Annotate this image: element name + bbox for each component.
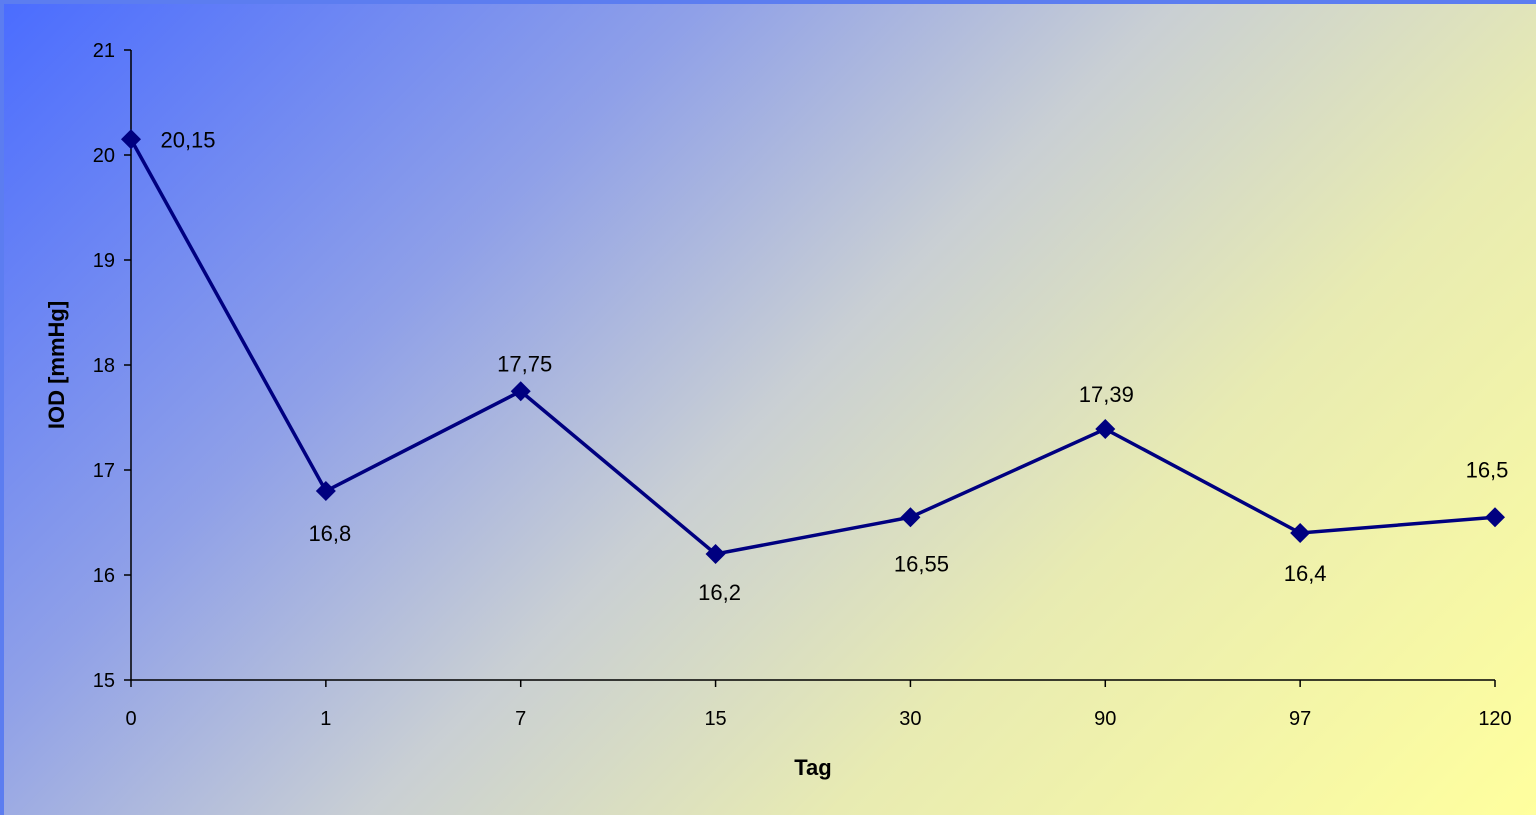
y-ticks: 15 16 17 18 19 20 21 [93,40,131,692]
y-tick-label: 17 [93,460,115,482]
data-label: 17,75 [497,351,552,376]
data-point [1095,419,1116,440]
data-label: 16,2 [698,580,741,605]
data-label: 16,8 [308,521,351,546]
x-tick-label: 15 [704,708,726,730]
data-point [1290,523,1311,543]
data-labels: 20,15 16,8 17,75 16,2 16,55 17,39 16,4 16,5 [160,127,1508,605]
data-point [705,544,726,564]
y-tick-label: 19 [93,250,115,272]
y-tick-label: 15 [93,670,115,692]
data-point [510,381,531,402]
series-markers [121,129,1505,564]
data-label: 16,5 [1466,457,1509,482]
data-label: 16,55 [894,551,949,576]
y-axis-title: IOD [mmHg] [44,301,69,429]
data-point [1485,507,1505,528]
x-ticks: 0 1 7 15 30 90 97 120 [125,680,1512,730]
x-tick-label: 97 [1289,708,1311,730]
x-tick-label: 7 [515,708,526,730]
x-tick-label: 1 [320,708,331,730]
data-label: 16,4 [1284,561,1327,586]
x-tick-label: 30 [899,708,921,730]
x-axis-title: Tag [794,755,831,780]
x-tick-label: 120 [1478,708,1511,730]
data-point [315,481,336,501]
data-point [900,507,921,528]
y-tick-label: 21 [93,40,115,62]
series-line [129,138,1496,556]
data-label: 20,15 [160,127,215,152]
x-tick-label: 0 [125,708,136,730]
x-tick-label: 90 [1094,708,1116,730]
y-tick-label: 18 [93,355,115,377]
y-tick-label: 16 [93,565,115,587]
y-tick-label: 20 [93,145,115,167]
data-point [121,129,141,150]
data-label: 17,39 [1079,382,1134,407]
